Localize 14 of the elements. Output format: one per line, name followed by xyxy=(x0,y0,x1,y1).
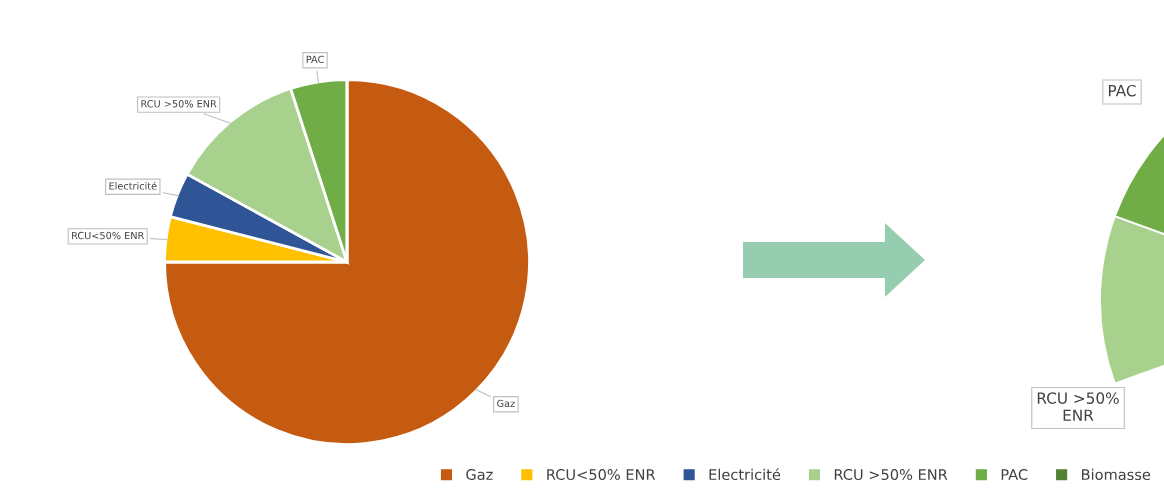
pie-slice xyxy=(163,78,531,446)
slice-label: RCU >50% ENR xyxy=(141,100,217,108)
legend-label: Electricité xyxy=(709,468,781,481)
legend-label: RCU<50% ENR xyxy=(547,469,656,481)
text: RCU >50% ENR xyxy=(1037,392,1119,421)
legend-label: Biomasse xyxy=(1082,468,1151,481)
text: PAC xyxy=(1108,84,1136,97)
slice-label: Electricité xyxy=(109,181,157,190)
slice-label: Gaz xyxy=(497,399,515,408)
slice-label: RCU<50% ENR xyxy=(72,231,145,240)
legend-label: PAC xyxy=(1001,469,1028,481)
slice-label: PAC xyxy=(306,55,324,64)
legend-label: Gaz xyxy=(466,469,493,481)
legend-label: RCU >50% ENR xyxy=(834,469,948,481)
